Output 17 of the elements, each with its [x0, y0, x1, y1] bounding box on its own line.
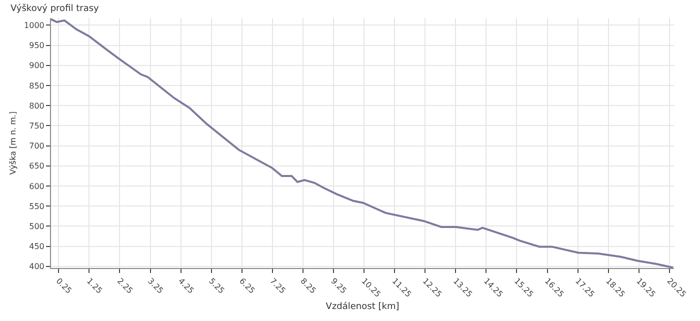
x-axis-title: Vzdálenost [km] [326, 300, 400, 312]
y-tick-label: 1000 [24, 21, 44, 30]
chart-title: Výškový profil trasy [10, 3, 100, 14]
y-tick-label: 950 [29, 41, 44, 50]
y-axis-title: Výška [m n. m.] [8, 111, 18, 175]
y-tick-label: 900 [29, 61, 44, 70]
y-tick-label: 800 [29, 101, 44, 110]
y-tick-label: 750 [29, 122, 44, 131]
line-series [51, 18, 674, 268]
y-tick-label: 550 [29, 202, 44, 211]
y-tick-label: 650 [29, 162, 44, 171]
y-tick-label: 400 [29, 262, 44, 272]
y-tick-label: 600 [29, 182, 44, 191]
y-tick-label: 450 [29, 242, 44, 252]
y-tick-label: 500 [29, 222, 44, 231]
y-tick-label: 700 [29, 142, 44, 151]
y-tick-label: 850 [29, 81, 44, 90]
